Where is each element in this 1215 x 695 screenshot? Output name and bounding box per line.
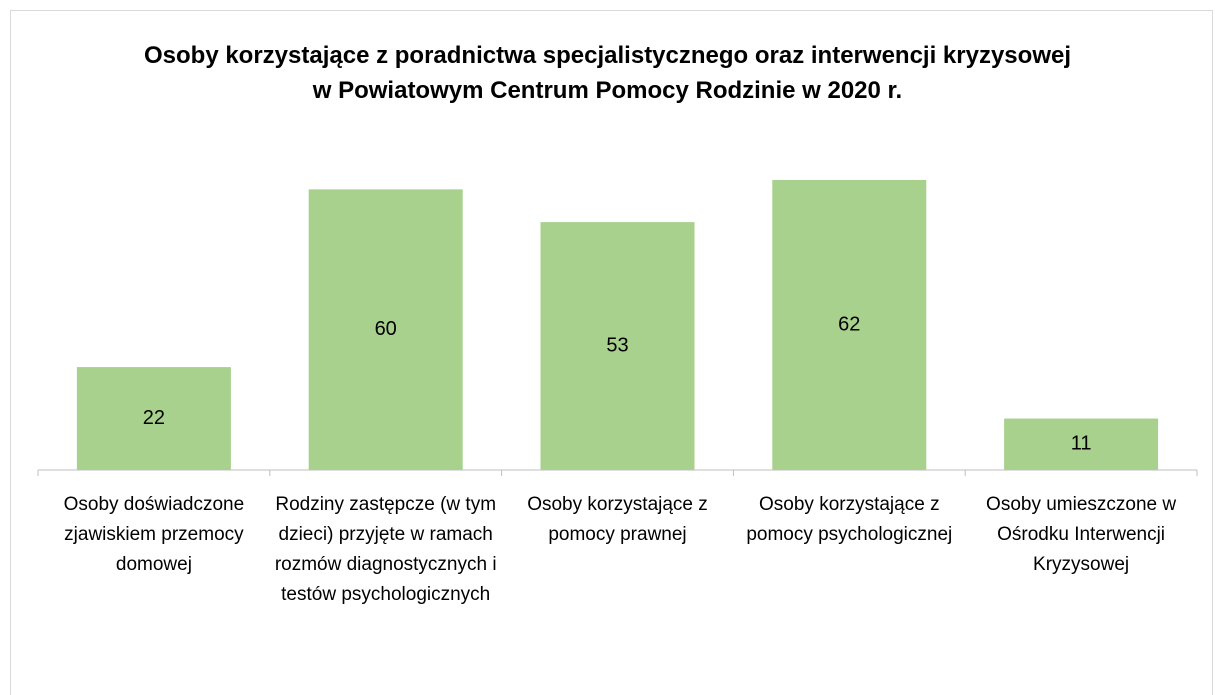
x-tick-label: Osoby korzystające z pomocy prawnej [527,494,708,545]
data-label: 11 [1071,433,1092,455]
chart-frame [10,10,1213,695]
chart-title: Osoby korzystające z poradnictwa specjal… [143,42,1071,104]
data-label: 60 [375,318,397,340]
bar [1004,418,1159,470]
bar [540,222,695,470]
x-tick-label: Osoby korzystające z pomocy psychologicz… [746,494,953,545]
x-tick-label: Osoby doświadczone zjawiskiem przemocy d… [63,494,245,575]
x-tick-label: Rodziny zastępcze (w tym dzieci) przyjęt… [274,494,497,605]
x-tick-label: Osoby umieszczone w Ośrodku Interwencji … [986,494,1177,575]
data-label: 53 [606,334,628,356]
bar [308,189,463,470]
data-label: 62 [838,313,860,335]
bar [772,180,927,470]
data-label: 22 [143,407,165,429]
bar [76,367,231,470]
